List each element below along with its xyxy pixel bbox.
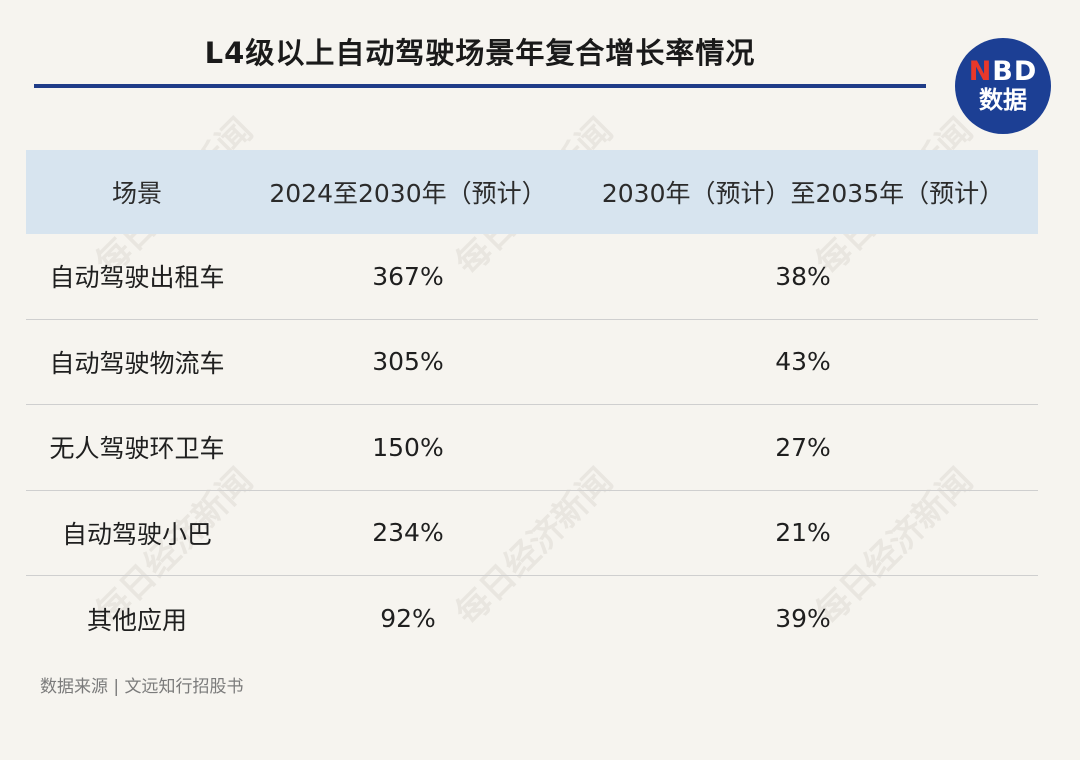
cagr-2024-2030-cell: 150% — [372, 432, 444, 462]
scene-cell: 其他应用 — [86, 605, 187, 635]
cagr-2024-2030-cell: 367% — [372, 261, 444, 291]
cagr-2030-2035-cell: 27% — [775, 432, 831, 462]
cagr-2030-2035-cell: 39% — [775, 604, 831, 634]
nbd-logo: NBD 数据 — [955, 38, 1051, 134]
table-row: 其他应用 92% 39% — [26, 576, 1038, 662]
column-header-scene: 场景 — [111, 179, 162, 208]
logo-subtitle: 数据 — [979, 86, 1027, 114]
page-title: L4级以上自动驾驶场景年复合增长率情况 — [204, 36, 756, 70]
cagr-2024-2030-cell: 234% — [372, 518, 444, 548]
logo-accent-letter: N — [968, 56, 993, 87]
cagr-table: 场景 2024至2030年（预计） 2030年（预计）至2035年（预计） 自动… — [26, 150, 1038, 662]
column-header-2030-2035: 2030年（预计）至2035年（预计） — [601, 179, 1005, 208]
cagr-2024-2030-cell: 305% — [372, 347, 444, 377]
cagr-2030-2035-cell: 21% — [775, 518, 831, 548]
title-underline — [34, 84, 926, 88]
table-row: 自动驾驶物流车 305% 43% — [26, 320, 1038, 405]
table-row: 自动驾驶小巴 234% 21% — [26, 491, 1038, 576]
table-header-row: 场景 2024至2030年（预计） 2030年（预计）至2035年（预计） — [26, 150, 1038, 234]
scene-cell: 自动驾驶物流车 — [49, 348, 225, 378]
scene-cell: 自动驾驶小巴 — [61, 519, 212, 549]
column-header-2024-2030: 2024至2030年（预计） — [269, 179, 547, 208]
scene-cell: 无人驾驶环卫车 — [49, 434, 225, 464]
logo-letters: BD — [992, 56, 1038, 87]
table-row: 自动驾驶出租车 367% 38% — [26, 234, 1038, 320]
logo-wordmark: NBD — [969, 58, 1038, 86]
cagr-2024-2030-cell: 92% — [380, 604, 436, 634]
source-note: 数据来源 | 文远知行招股书 — [40, 677, 244, 697]
table-row: 无人驾驶环卫车 150% 27% — [26, 405, 1038, 491]
cagr-2030-2035-cell: 43% — [775, 347, 831, 377]
scene-cell: 自动驾驶出租车 — [49, 263, 225, 293]
cagr-2030-2035-cell: 38% — [775, 261, 831, 291]
